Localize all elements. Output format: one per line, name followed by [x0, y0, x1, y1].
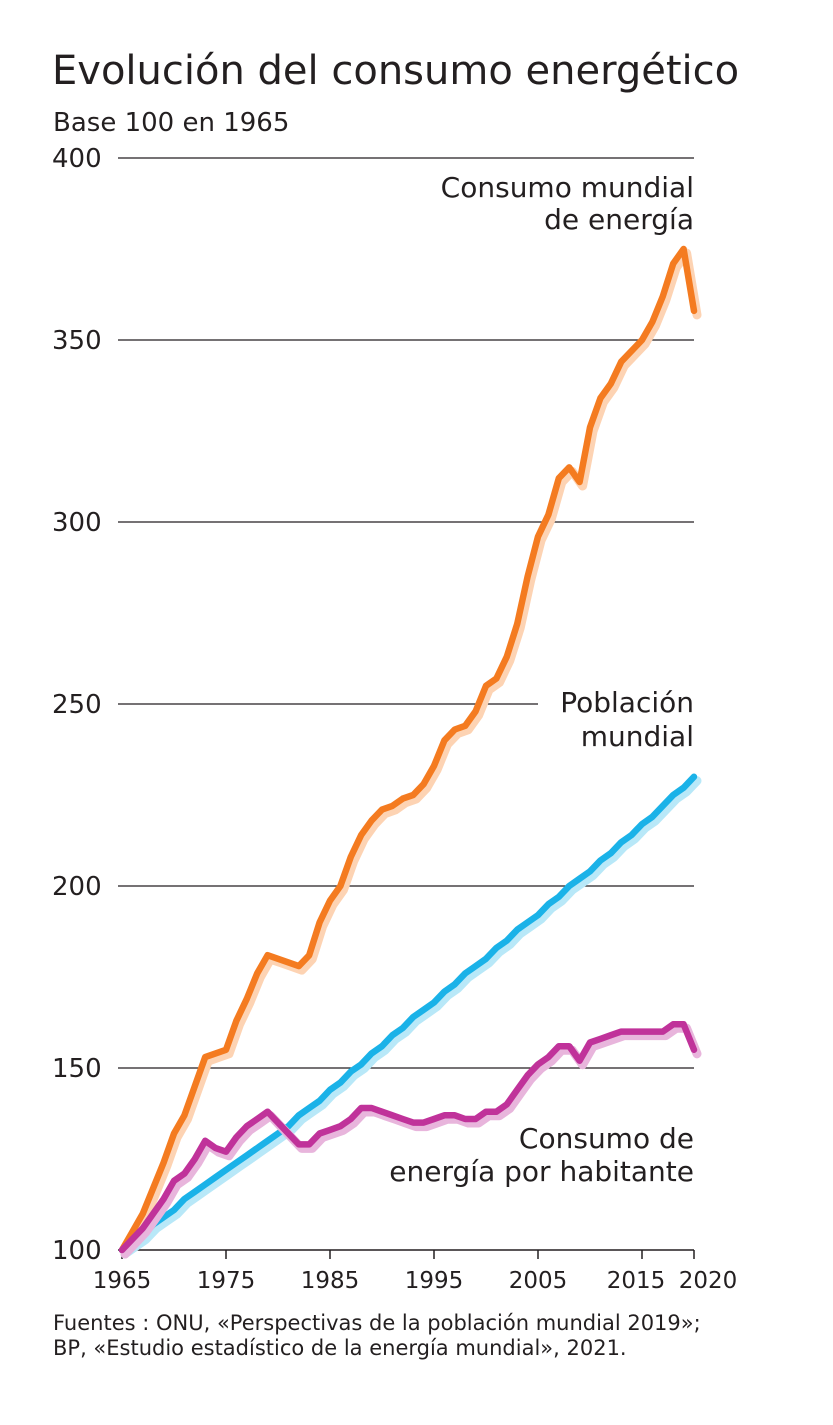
series-lines — [118, 245, 702, 1259]
series-line-2 — [118, 773, 698, 1254]
y-tick-label-100: 100 — [52, 1236, 102, 1266]
x-tick-label-1975: 1975 — [197, 1268, 256, 1294]
series-shadow-2 — [120, 776, 702, 1259]
y-tick-label-350: 350 — [52, 326, 102, 356]
series-label-2-line-2: mundial — [581, 720, 694, 753]
y-tick-label-300: 300 — [52, 508, 102, 538]
x-tick-label-2005: 2005 — [509, 1268, 568, 1294]
y-tick-label-250: 250 — [52, 690, 102, 720]
y-tick-label-150: 150 — [52, 1054, 102, 1084]
series-label-1-line-1: Consumo mundial — [441, 171, 694, 204]
x-tick-label-1985: 1985 — [301, 1268, 360, 1294]
x-axis: 1965 1975 1985 1995 2005 2015 2020 — [93, 1249, 738, 1294]
series-label-2-line-1: Población — [560, 686, 694, 719]
x-tick-label-1995: 1995 — [405, 1268, 464, 1294]
y-tick-label-400: 400 — [52, 144, 102, 174]
x-tick-label-1965: 1965 — [93, 1268, 152, 1294]
source-line-2: BP, «Estudio estadístico de la energía m… — [53, 1336, 627, 1360]
gridlines — [118, 157, 694, 1069]
series-shadow-1 — [120, 248, 702, 1259]
series-line-1 — [118, 245, 698, 1254]
chart-subtitle: Base 100 en 1965 — [53, 108, 289, 138]
x-tick-label-2020: 2020 — [679, 1268, 738, 1294]
chart-title: Evolución del consumo energético — [52, 48, 739, 94]
series-label-3-line-1: Consumo de — [519, 1122, 694, 1155]
x-tick-label-2015: 2015 — [607, 1268, 666, 1294]
y-tick-label-200: 200 — [52, 872, 102, 902]
series-label-3-line-2: energía por habitante — [389, 1155, 694, 1188]
y-axis: 100 150 200 250 300 350 400 — [52, 144, 102, 1266]
source-line-1: Fuentes : ONU, «Perspectivas de la pobla… — [53, 1311, 701, 1335]
series-label-1-line-2: de energía — [544, 203, 694, 236]
series-line-3 — [118, 1021, 698, 1254]
